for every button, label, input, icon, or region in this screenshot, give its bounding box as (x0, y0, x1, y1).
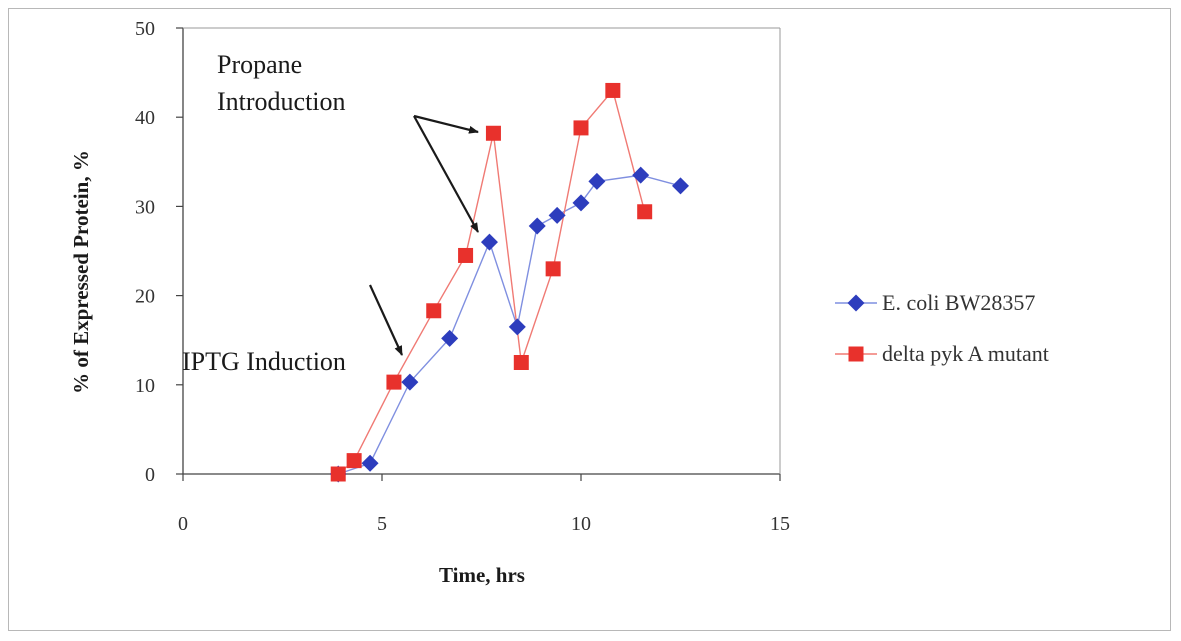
y-tick-label: 0 (145, 464, 155, 486)
y-tick-label: 50 (135, 18, 155, 40)
arrow-iptg (368, 284, 404, 356)
axes (182, 27, 781, 475)
series-line-1 (337, 174, 681, 475)
data-point-series2 (545, 261, 561, 277)
arrow-propane-upper (413, 114, 479, 134)
y-tick-label: 20 (135, 286, 155, 308)
data-point-series2 (426, 303, 442, 319)
data-point-series1 (672, 177, 689, 195)
legend-label-series1: E. coli BW28357 (882, 290, 1035, 315)
data-point-series2 (386, 374, 402, 390)
data-point-series1 (548, 206, 566, 224)
data-point-series2 (346, 453, 362, 469)
x-tick-label: 0 (178, 513, 188, 535)
data-point-series2 (637, 204, 653, 220)
x-tick-label: 10 (571, 513, 591, 535)
legend-item-series1: E. coli BW28357 (835, 290, 1035, 315)
x-axis-ticks: 0 5 10 15 (178, 474, 790, 535)
data-point-series2 (513, 355, 529, 370)
legend-marker-diamond (847, 294, 865, 312)
data-point-series1 (508, 318, 526, 336)
y-axis-ticks: 0 10 20 30 40 50 (135, 18, 183, 486)
data-point-series2 (573, 120, 589, 136)
data-point-series2 (330, 466, 346, 482)
x-tick-label: 5 (377, 513, 387, 535)
x-axis-title: Time, hrs (439, 563, 525, 587)
data-point-series1 (528, 217, 546, 235)
y-tick-label: 30 (135, 196, 155, 218)
legend-item-series2: delta pyk A mutant (835, 341, 1049, 366)
data-point-series2 (605, 82, 621, 98)
annotation-iptg: IPTG Induction (182, 347, 346, 376)
y-tick-label: 40 (135, 107, 155, 129)
x-tick-label: 15 (770, 513, 790, 535)
data-point-series2 (485, 125, 501, 141)
data-point-series1 (588, 172, 606, 190)
chart-frame (8, 8, 1171, 631)
data-point-series1 (401, 373, 419, 391)
data-point-series2 (458, 247, 474, 263)
legend: E. coli BW28357 delta pyk A mutant (835, 290, 1049, 366)
series-lines (337, 88, 681, 475)
annotations: Propane Introduction IPTG Induction (182, 50, 479, 376)
data-point-series1 (441, 329, 459, 347)
y-tick-label: 10 (135, 375, 155, 397)
data-point-series1 (361, 454, 379, 472)
arrow-propane-lower (413, 115, 479, 233)
series-line-2 (337, 88, 646, 475)
y-axis-title: % of Expressed Protein, % (69, 150, 93, 394)
data-point-series1 (480, 233, 498, 251)
series-markers (329, 82, 689, 483)
data-point-series1 (632, 166, 650, 184)
annotation-propane-line2: Introduction (217, 87, 346, 116)
annotation-propane-line1: Propane (217, 50, 302, 79)
data-point-series1 (572, 194, 590, 212)
legend-marker-square (848, 346, 864, 362)
legend-label-series2: delta pyk A mutant (882, 341, 1049, 366)
